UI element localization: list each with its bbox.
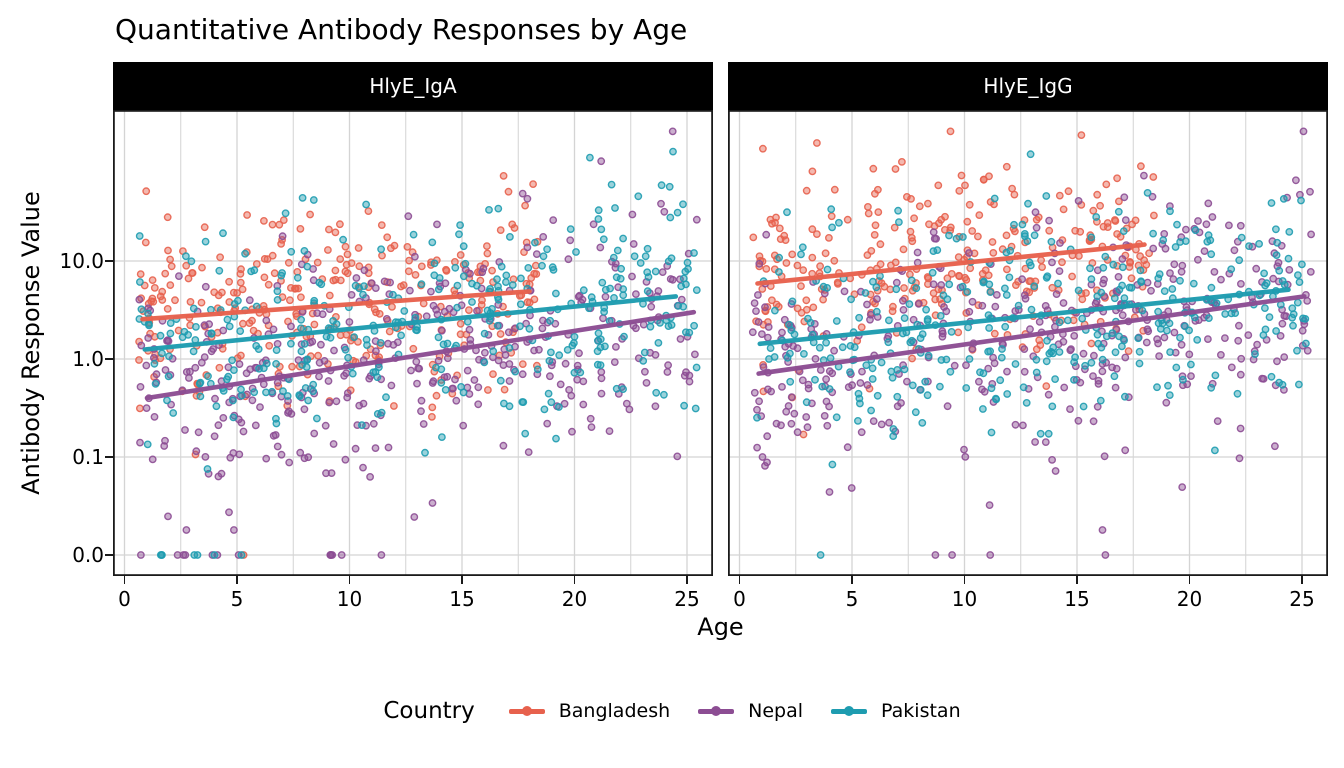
- x-tick-label: 5: [230, 587, 244, 611]
- x-tick-label: 5: [845, 587, 859, 611]
- x-tick-label: 10: [336, 587, 363, 611]
- x-tick-label: 20: [1176, 587, 1203, 611]
- x-tick-mark: [348, 576, 351, 584]
- y-tick-mark: [105, 358, 113, 360]
- legend-label-pakistan: Pakistan: [881, 700, 961, 722]
- x-tick-label: 0: [118, 587, 131, 611]
- x-tick-label: 15: [449, 587, 475, 611]
- x-tick-mark: [1188, 576, 1191, 584]
- bangladesh-dot-icon: [521, 706, 532, 716]
- x-tick-mark: [738, 576, 741, 584]
- x-tick-label: 25: [1289, 587, 1315, 611]
- facet-label-hlye-igg: HlyE_IgG: [983, 74, 1073, 98]
- legend-item-bangladesh: Bangladesh: [508, 700, 671, 722]
- x-tick-label: 20: [561, 587, 588, 611]
- x-axis-title: Age: [697, 613, 744, 641]
- x-tick-label: 0: [733, 587, 746, 611]
- legend-item-pakistan: Pakistan: [831, 700, 961, 722]
- y-tick-mark: [105, 554, 113, 556]
- nepal-dot-icon: [711, 706, 722, 716]
- x-tick-mark: [123, 576, 126, 584]
- x-tick-mark: [573, 576, 576, 584]
- legend-label-bangladesh: Bangladesh: [558, 700, 671, 722]
- facet-strip-hlye-iga: HlyE_IgA: [113, 62, 713, 110]
- legend-item-nepal: Nepal: [698, 700, 803, 722]
- y-tick-label: 0.1: [72, 445, 104, 469]
- legend-label-nepal: Nepal: [748, 700, 804, 722]
- x-tick-mark: [851, 576, 853, 584]
- x-tick-label: 25: [674, 587, 700, 611]
- pakistan-dot-icon: [844, 706, 855, 716]
- y-tick-mark: [105, 260, 113, 262]
- x-tick-mark: [1301, 576, 1303, 584]
- nepal-swatch-icon: [698, 706, 735, 716]
- x-tick-label: 10: [951, 587, 978, 611]
- legend: Country Bangladesh Nepal Pakistan: [0, 698, 1344, 724]
- panel-hlye-iga: [113, 110, 713, 576]
- facet-label-hlye-iga: HlyE_IgA: [369, 74, 457, 98]
- legend-title: Country: [383, 698, 475, 724]
- x-tick-mark: [963, 576, 966, 584]
- x-tick-mark: [686, 576, 688, 584]
- facet-strip-hlye-igg: HlyE_IgG: [728, 62, 1328, 110]
- x-tick-mark: [236, 576, 238, 584]
- x-tick-label: 15: [1064, 587, 1090, 611]
- x-tick-mark: [461, 576, 463, 584]
- y-tick-label: 1.0: [72, 347, 104, 371]
- y-axis-title: Antibody Response Value: [17, 191, 45, 495]
- panel-hlye-igg: [728, 110, 1328, 576]
- y-tick-mark: [105, 456, 113, 458]
- pakistan-swatch-icon: [831, 706, 868, 716]
- chart-title: Quantitative Antibody Responses by Age: [115, 13, 688, 46]
- x-tick-mark: [1076, 576, 1078, 584]
- bangladesh-swatch-icon: [508, 706, 545, 716]
- y-tick-label: 0.0: [72, 543, 104, 567]
- y-tick-label: 10.0: [59, 249, 104, 273]
